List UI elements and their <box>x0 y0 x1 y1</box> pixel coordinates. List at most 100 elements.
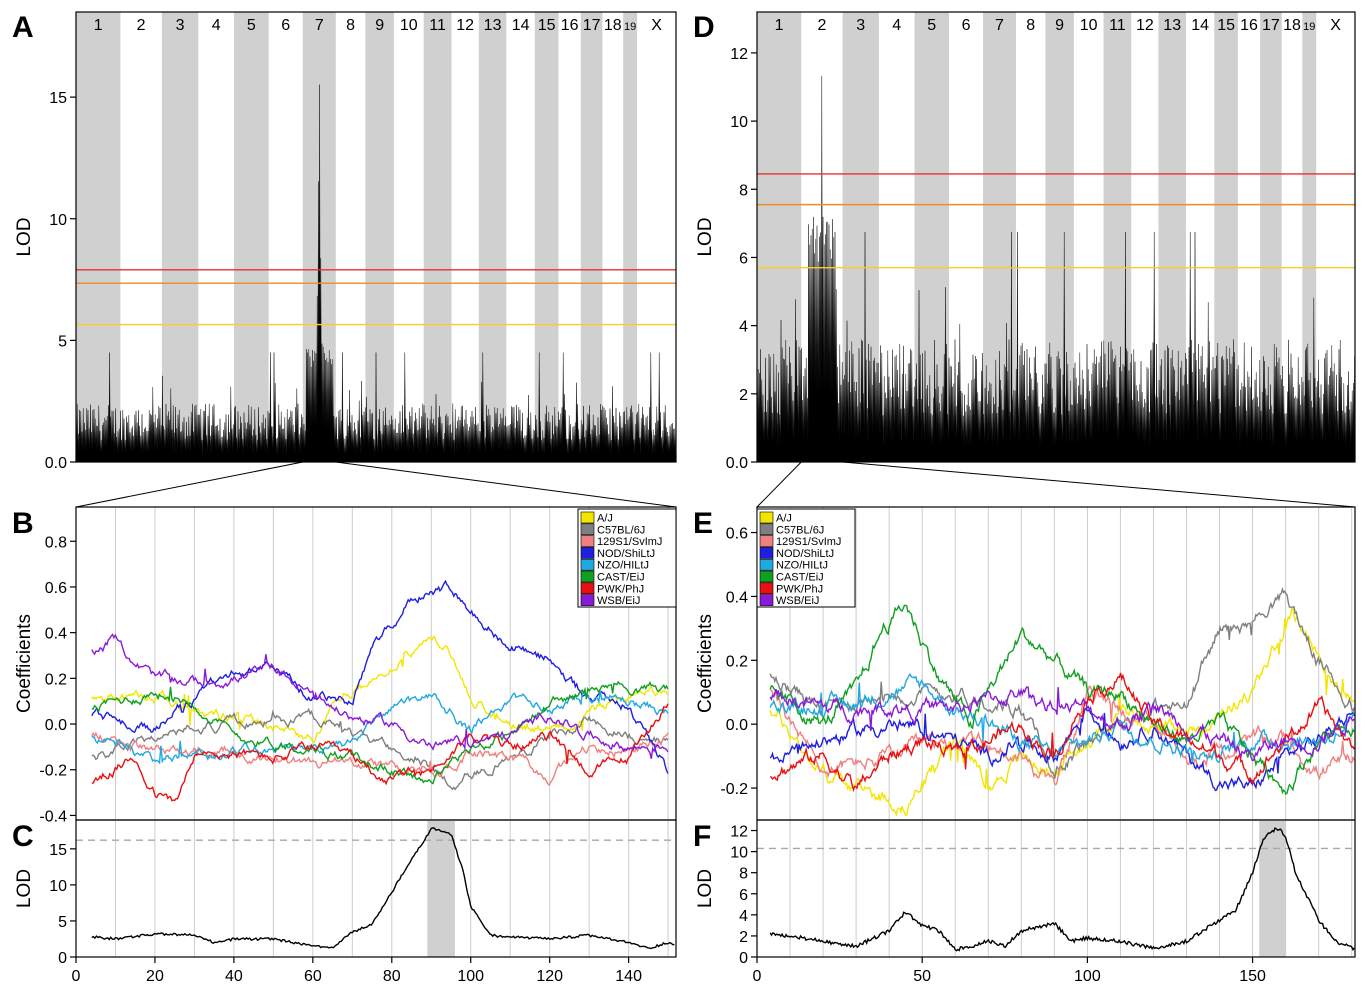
y-tick-label: 0.4 <box>45 626 67 643</box>
y-axis-label: Coefficients <box>14 614 35 713</box>
chromosome-label: 9 <box>1055 17 1064 34</box>
chromosome-label: 19 <box>1303 21 1315 33</box>
series-line <box>91 579 669 774</box>
legend-label: NZO/HILtJ <box>597 560 649 572</box>
series-line <box>769 604 1355 796</box>
x-tick-label: 120 <box>536 968 563 985</box>
y-tick-label: 0.0 <box>726 455 748 472</box>
y-axis-label: LOD <box>695 217 716 256</box>
legend-swatch <box>759 547 774 559</box>
series-line <box>769 672 1355 793</box>
chromosome-label: 18 <box>1283 17 1301 34</box>
x-tick-label: 50 <box>913 968 931 985</box>
zoom-connector <box>335 461 677 508</box>
x-tick-label: 100 <box>457 968 484 985</box>
plot-frame <box>756 819 1356 958</box>
series-line <box>91 703 669 802</box>
chromosome-label: 6 <box>962 17 971 34</box>
legend-swatch <box>580 558 595 571</box>
legend-label: NOD/ShiLtJ <box>776 548 834 560</box>
chromosome-band <box>842 12 879 462</box>
y-tick-label: 12 <box>730 824 748 841</box>
y-tick-label: 0.2 <box>726 653 748 670</box>
legend-label: WSB/EiJ <box>776 595 819 607</box>
y-tick-label: 15 <box>49 842 67 859</box>
y-tick-label: 0.8 <box>45 534 67 551</box>
legend-swatch <box>580 570 595 583</box>
x-tick-label: 40 <box>225 968 243 985</box>
chromosome-band <box>757 12 802 462</box>
legend: A/JC57BL/6J129S1/SvImJNOD/ShiLtJNZO/HILt… <box>577 508 677 608</box>
series-line <box>91 680 669 785</box>
legend-label: PWK/PhJ <box>597 583 644 595</box>
chromosome-label: 4 <box>892 17 901 34</box>
legend-swatch <box>759 511 774 524</box>
y-tick-label: 0.0 <box>45 455 67 472</box>
legend: A/JC57BL/6J129S1/SvImJNOD/ShiLtJNZO/HILt… <box>756 508 856 608</box>
y-tick-label: 15 <box>49 90 67 107</box>
panel-letter-B: B <box>12 507 34 540</box>
genome-scan-panel-A: 1 2 3 4 5 6 7 8 9 10 11 12 13 14 15 16 17 18 19 X0.051015LO… <box>14 11 677 472</box>
series-line <box>91 707 669 791</box>
series-line <box>769 686 1355 762</box>
legend-swatch <box>580 523 595 536</box>
y-axis-label: Coefficients <box>695 614 716 713</box>
chromosome-label: 12 <box>456 17 474 34</box>
legend-swatch <box>580 547 595 559</box>
chromosome-label: 11 <box>429 17 446 34</box>
legend-swatch <box>580 594 595 606</box>
legend-label: 129S1/SvImJ <box>776 536 841 548</box>
legend-label: CAST/EiJ <box>597 572 645 584</box>
chromosome-label: 1 <box>775 17 784 34</box>
legend-label: NZO/HILtJ <box>776 560 828 572</box>
x-tick-label: 60 <box>304 968 322 985</box>
y-tick-label: 0.2 <box>45 671 67 688</box>
chromosome-label: 13 <box>484 17 502 34</box>
lod-zoom-panel-C: 0 5 10 15 0 20 40 60 80 100 120 140 LOD <box>14 819 677 985</box>
legend-label: 129S1/SvImJ <box>597 536 662 548</box>
panel-letter-E: E <box>693 507 713 540</box>
chromosome-label: 8 <box>1026 17 1035 34</box>
x-tick-label: 0 <box>753 968 762 985</box>
series-line <box>769 673 1355 764</box>
chromosome-band <box>1214 12 1238 462</box>
chromosome-band <box>1260 12 1282 462</box>
chromosome-band <box>234 12 269 462</box>
series-line <box>91 690 669 765</box>
support-interval <box>1259 820 1286 957</box>
chromosome-label: 15 <box>1217 17 1235 34</box>
chromosome-label: 3 <box>176 17 185 34</box>
legend-swatch <box>759 582 774 595</box>
legend-swatch <box>580 511 595 524</box>
y-tick-label: 4 <box>739 908 748 925</box>
lod-zoom-panel-F: 0 2 4 6 8 10 12 0 50 100 150 LOD <box>695 819 1356 985</box>
chromosome-label: 8 <box>346 17 355 34</box>
chromosome-label: 18 <box>604 17 622 34</box>
chromosome-label: 16 <box>1240 17 1258 34</box>
y-tick-label: -0.2 <box>720 781 748 798</box>
y-tick-label: 8 <box>739 866 748 883</box>
y-tick-label: 10 <box>730 114 748 131</box>
panel-letter-D: D <box>693 11 715 44</box>
series-line <box>91 731 669 787</box>
plot-frame <box>75 819 677 958</box>
chromosome-band <box>534 12 559 462</box>
legend-label: WSB/EiJ <box>597 595 640 607</box>
y-tick-label: 6 <box>739 250 748 267</box>
chromosome-label: 9 <box>375 17 384 34</box>
y-axis-label: LOD <box>695 869 716 908</box>
chromosome-band <box>623 12 638 462</box>
zoom-connector <box>75 461 303 508</box>
chromosome-label: 15 <box>538 17 556 34</box>
coefficient-panel-B: -0.4 -0.2 0.0 0.2 0.4 0.6 0.8 Coefficients <box>14 506 677 825</box>
chromosome-label: 5 <box>927 17 936 34</box>
y-tick-label: 5 <box>58 914 67 931</box>
zoom-connector <box>842 461 1356 508</box>
chromosome-band <box>1302 12 1317 462</box>
y-tick-label: 10 <box>49 212 67 229</box>
y-tick-label: -0.2 <box>39 763 67 780</box>
legend-swatch <box>580 582 595 595</box>
chromosome-label: 6 <box>281 17 290 34</box>
y-tick-label: 0.6 <box>726 526 748 543</box>
